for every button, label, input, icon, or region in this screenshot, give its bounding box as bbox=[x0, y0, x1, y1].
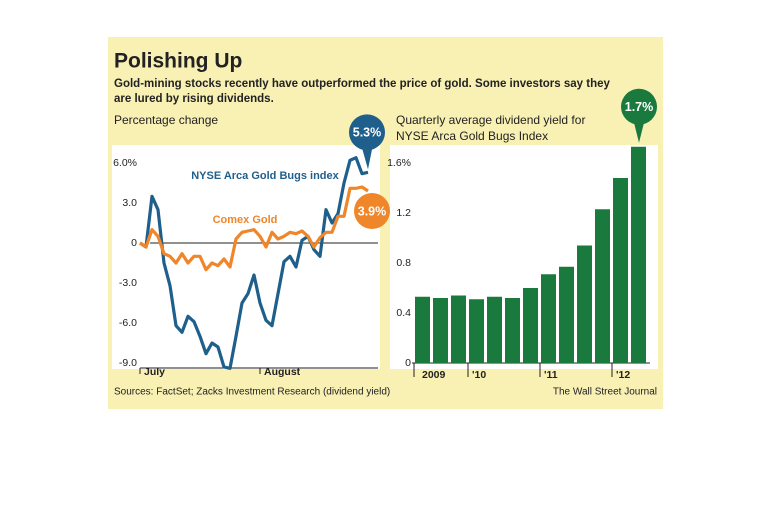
value-label: 1.7% bbox=[625, 100, 654, 114]
right-chart-title: NYSE Arca Gold Bugs Index bbox=[396, 129, 548, 143]
value-label: 5.3% bbox=[353, 126, 382, 140]
bar bbox=[631, 146, 646, 363]
bar bbox=[505, 298, 520, 363]
y-tick-label: 0 bbox=[131, 237, 137, 249]
bar bbox=[523, 288, 538, 363]
bar bbox=[613, 178, 628, 363]
subtitle: Gold-mining stocks recently have outperf… bbox=[114, 78, 610, 90]
y-tick-label: 3.0 bbox=[122, 197, 137, 209]
value-label: 3.9% bbox=[358, 204, 387, 218]
y-tick-label: 6.0% bbox=[113, 157, 137, 169]
bar bbox=[433, 298, 448, 363]
y-tick-label: -3.0 bbox=[119, 277, 137, 289]
y-tick-label: -9.0 bbox=[119, 357, 137, 369]
bar bbox=[595, 209, 610, 363]
x-tick-label: 2009 bbox=[422, 369, 446, 381]
bar bbox=[487, 296, 502, 363]
y-tick-label: 0.8 bbox=[396, 257, 411, 269]
y-tick-label: -6.0 bbox=[119, 317, 137, 329]
left-chart-title: Percentage change bbox=[114, 113, 218, 127]
series-line bbox=[139, 185, 369, 272]
bar bbox=[559, 266, 574, 363]
legend-label: Comex Gold bbox=[213, 214, 278, 226]
legend-label: NYSE Arca Gold Bugs index bbox=[191, 170, 339, 182]
x-tick-label: '12 bbox=[616, 369, 630, 381]
y-tick-label: 1.6% bbox=[387, 157, 411, 169]
bar bbox=[415, 296, 430, 363]
left-plot-bg bbox=[112, 145, 380, 369]
y-tick-label: 0 bbox=[405, 357, 411, 369]
bar bbox=[541, 274, 556, 363]
callout bbox=[621, 88, 657, 125]
y-tick-label: 0.4 bbox=[396, 307, 411, 319]
series-line bbox=[139, 156, 369, 370]
bar bbox=[469, 299, 484, 363]
x-tick-label: July bbox=[144, 366, 165, 378]
x-tick-label: '11 bbox=[544, 369, 558, 381]
right-chart-title: Quarterly average dividend yield for bbox=[396, 113, 585, 127]
x-tick-label: '10 bbox=[472, 369, 486, 381]
callout-pointer bbox=[633, 118, 645, 143]
callout bbox=[354, 193, 390, 229]
title: Polishing Up bbox=[114, 50, 242, 73]
bar bbox=[451, 295, 466, 363]
y-tick-label: 1.2 bbox=[396, 207, 411, 219]
bar bbox=[577, 245, 592, 363]
x-tick-label: August bbox=[264, 366, 301, 378]
subtitle: are lured by rising dividends. bbox=[114, 93, 274, 105]
source: Sources: FactSet; Zacks Investment Resea… bbox=[114, 387, 390, 398]
callout bbox=[349, 114, 385, 151]
credit: The Wall Street Journal bbox=[553, 387, 657, 398]
callout-pointer bbox=[361, 144, 373, 170]
